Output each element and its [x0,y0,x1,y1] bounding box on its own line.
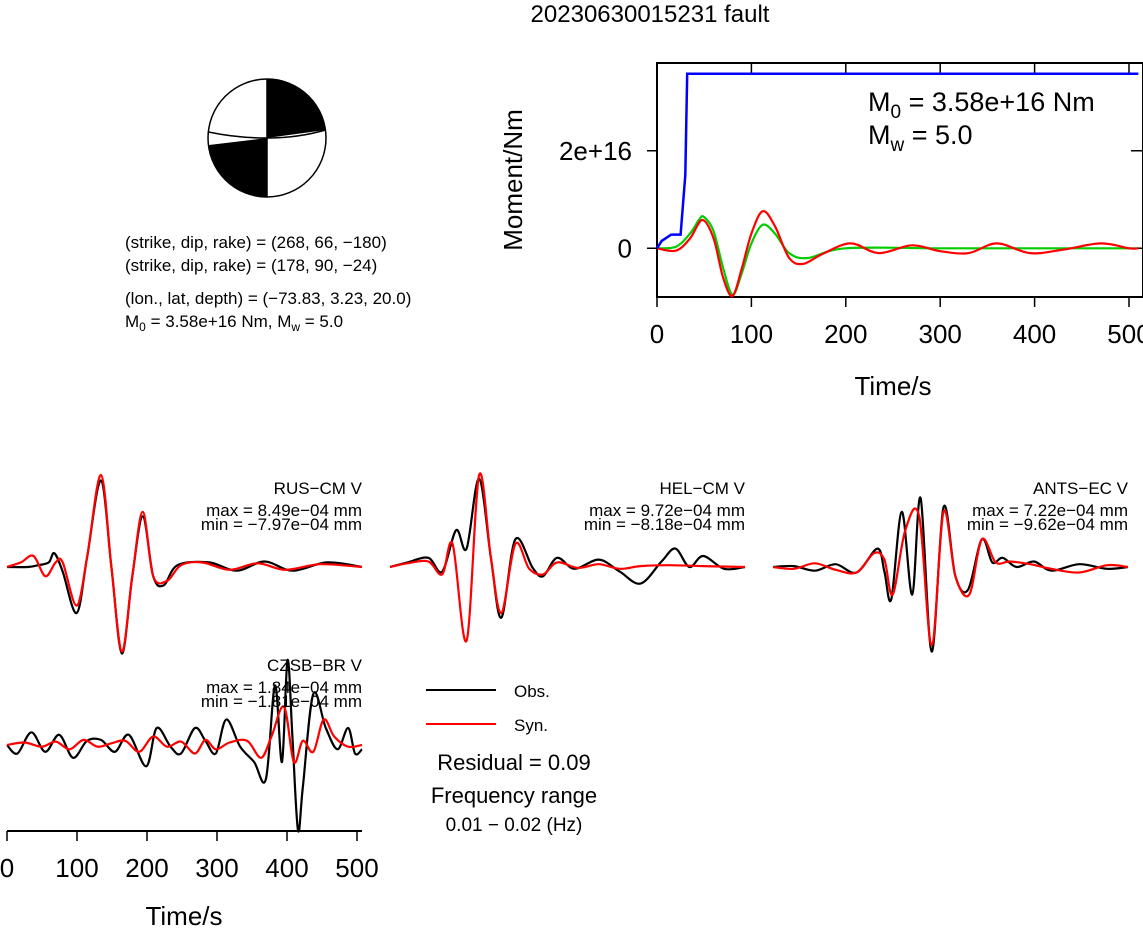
station-label-czsb: CZSB−BR V [267,656,363,675]
moment-y-tick-label: 0 [618,233,632,263]
waveform-panels [6,472,1129,833]
station-min-hel: min = −8.18e−04 mm [584,515,745,534]
station-labels: RUS−CM V max = 8.49e−04 mm min = −7.97e−… [201,479,1129,711]
moment-series-line [656,210,1139,298]
station-label-ants: ANTS−EC V [1033,479,1129,498]
station-label-rus: RUS−CM V [274,479,363,498]
station-label-hel: HEL−CM V [660,479,746,498]
legend-syn-label: Syn. [514,716,548,735]
moment-x-axis-label: Time/s [854,371,931,401]
mechanism-plane-1: (strike, dip, rake) = (268, 66, −180) [125,233,387,252]
station-min-czsb: min = −1.81e−04 mm [201,692,362,711]
waveform-panel [6,658,363,833]
waveform-x-tick-label: 100 [55,853,98,883]
moment-y-axis-label: Moment/Nm [498,109,528,251]
waveform-x-tick-label: 200 [125,853,168,883]
waveform-x-tick-label: 0 [0,853,14,883]
waveform-synthetic-line [772,507,1129,647]
moment-x-tick-label: 300 [919,319,962,349]
waveform-x-tick-label: 300 [195,853,238,883]
moment-x-tick-label: 200 [824,319,867,349]
station-min-ants: min = −9.62e−04 mm [967,515,1128,534]
waveform-synthetic-line [6,705,363,764]
waveform-synthetic-line [389,472,746,643]
residual-text: Residual = 0.09 [437,750,591,775]
moment-mw-label: Mw = 5.0 [868,120,973,156]
waveform-observed-line [6,658,363,833]
waveform-x-axis-label: Time/s [145,901,222,928]
frequency-range-title: Frequency range [431,783,597,808]
moment-x-tick-label: 500 [1107,319,1143,349]
station-min-rus: min = −7.97e−04 mm [201,515,362,534]
mechanism-location: (lon., lat, depth) = (−73.83, 3.23, 20.0… [125,289,411,308]
moment-plot-frame [656,62,1143,298]
figure-title: 20230630015231 fault [531,1,770,28]
moment-series-line [656,214,1139,296]
legend: Obs. Syn. Residual = 0.09 Frequency rang… [426,682,597,836]
moment-series-line [655,72,1139,249]
mechanism-plane-2: (strike, dip, rake) = (178, 90, −24) [125,256,377,275]
beachball-icon [207,78,327,198]
moment-m0-label: M0 = 3.58e+16 Nm [868,87,1095,123]
waveform-panel [6,473,363,655]
moment-y-tick-label: 2e+16 [559,136,632,166]
station-max-rus: max = 8.49e−04 mm [206,501,362,520]
moment-x-tick-label: 0 [650,319,664,349]
waveform-x-tick-label: 500 [335,853,378,883]
moment-x-tick-label: 400 [1013,319,1056,349]
station-max-hel: max = 9.72e−04 mm [589,501,745,520]
waveform-panel [389,472,746,643]
station-max-ants: max = 7.22e−04 mm [972,501,1128,520]
waveform-time-axis: 0 100 200 300 400 500 [0,830,379,883]
moment-plot-lines [655,72,1139,298]
station-max-czsb: max = 1.84e−04 mm [206,678,362,697]
legend-obs-label: Obs. [514,682,550,701]
mechanism-moment: M0 = 3.58e+16 Nm, Mw = 5.0 [125,312,343,334]
moment-x-tick-label: 100 [730,319,773,349]
waveform-x-tick-label: 400 [265,853,308,883]
waveform-synthetic-line [6,473,363,653]
frequency-range-value: 0.01 − 0.02 (Hz) [446,815,583,836]
waveform-panel [772,496,1129,653]
moment-plot: 010020030040050002e+16 M0 = 3.58e+16 Nm … [498,62,1143,401]
waveform-observed-line [389,477,746,619]
moment-plot-axes: 0 100 200 300 400 500 0 2e+16 [559,63,1143,349]
